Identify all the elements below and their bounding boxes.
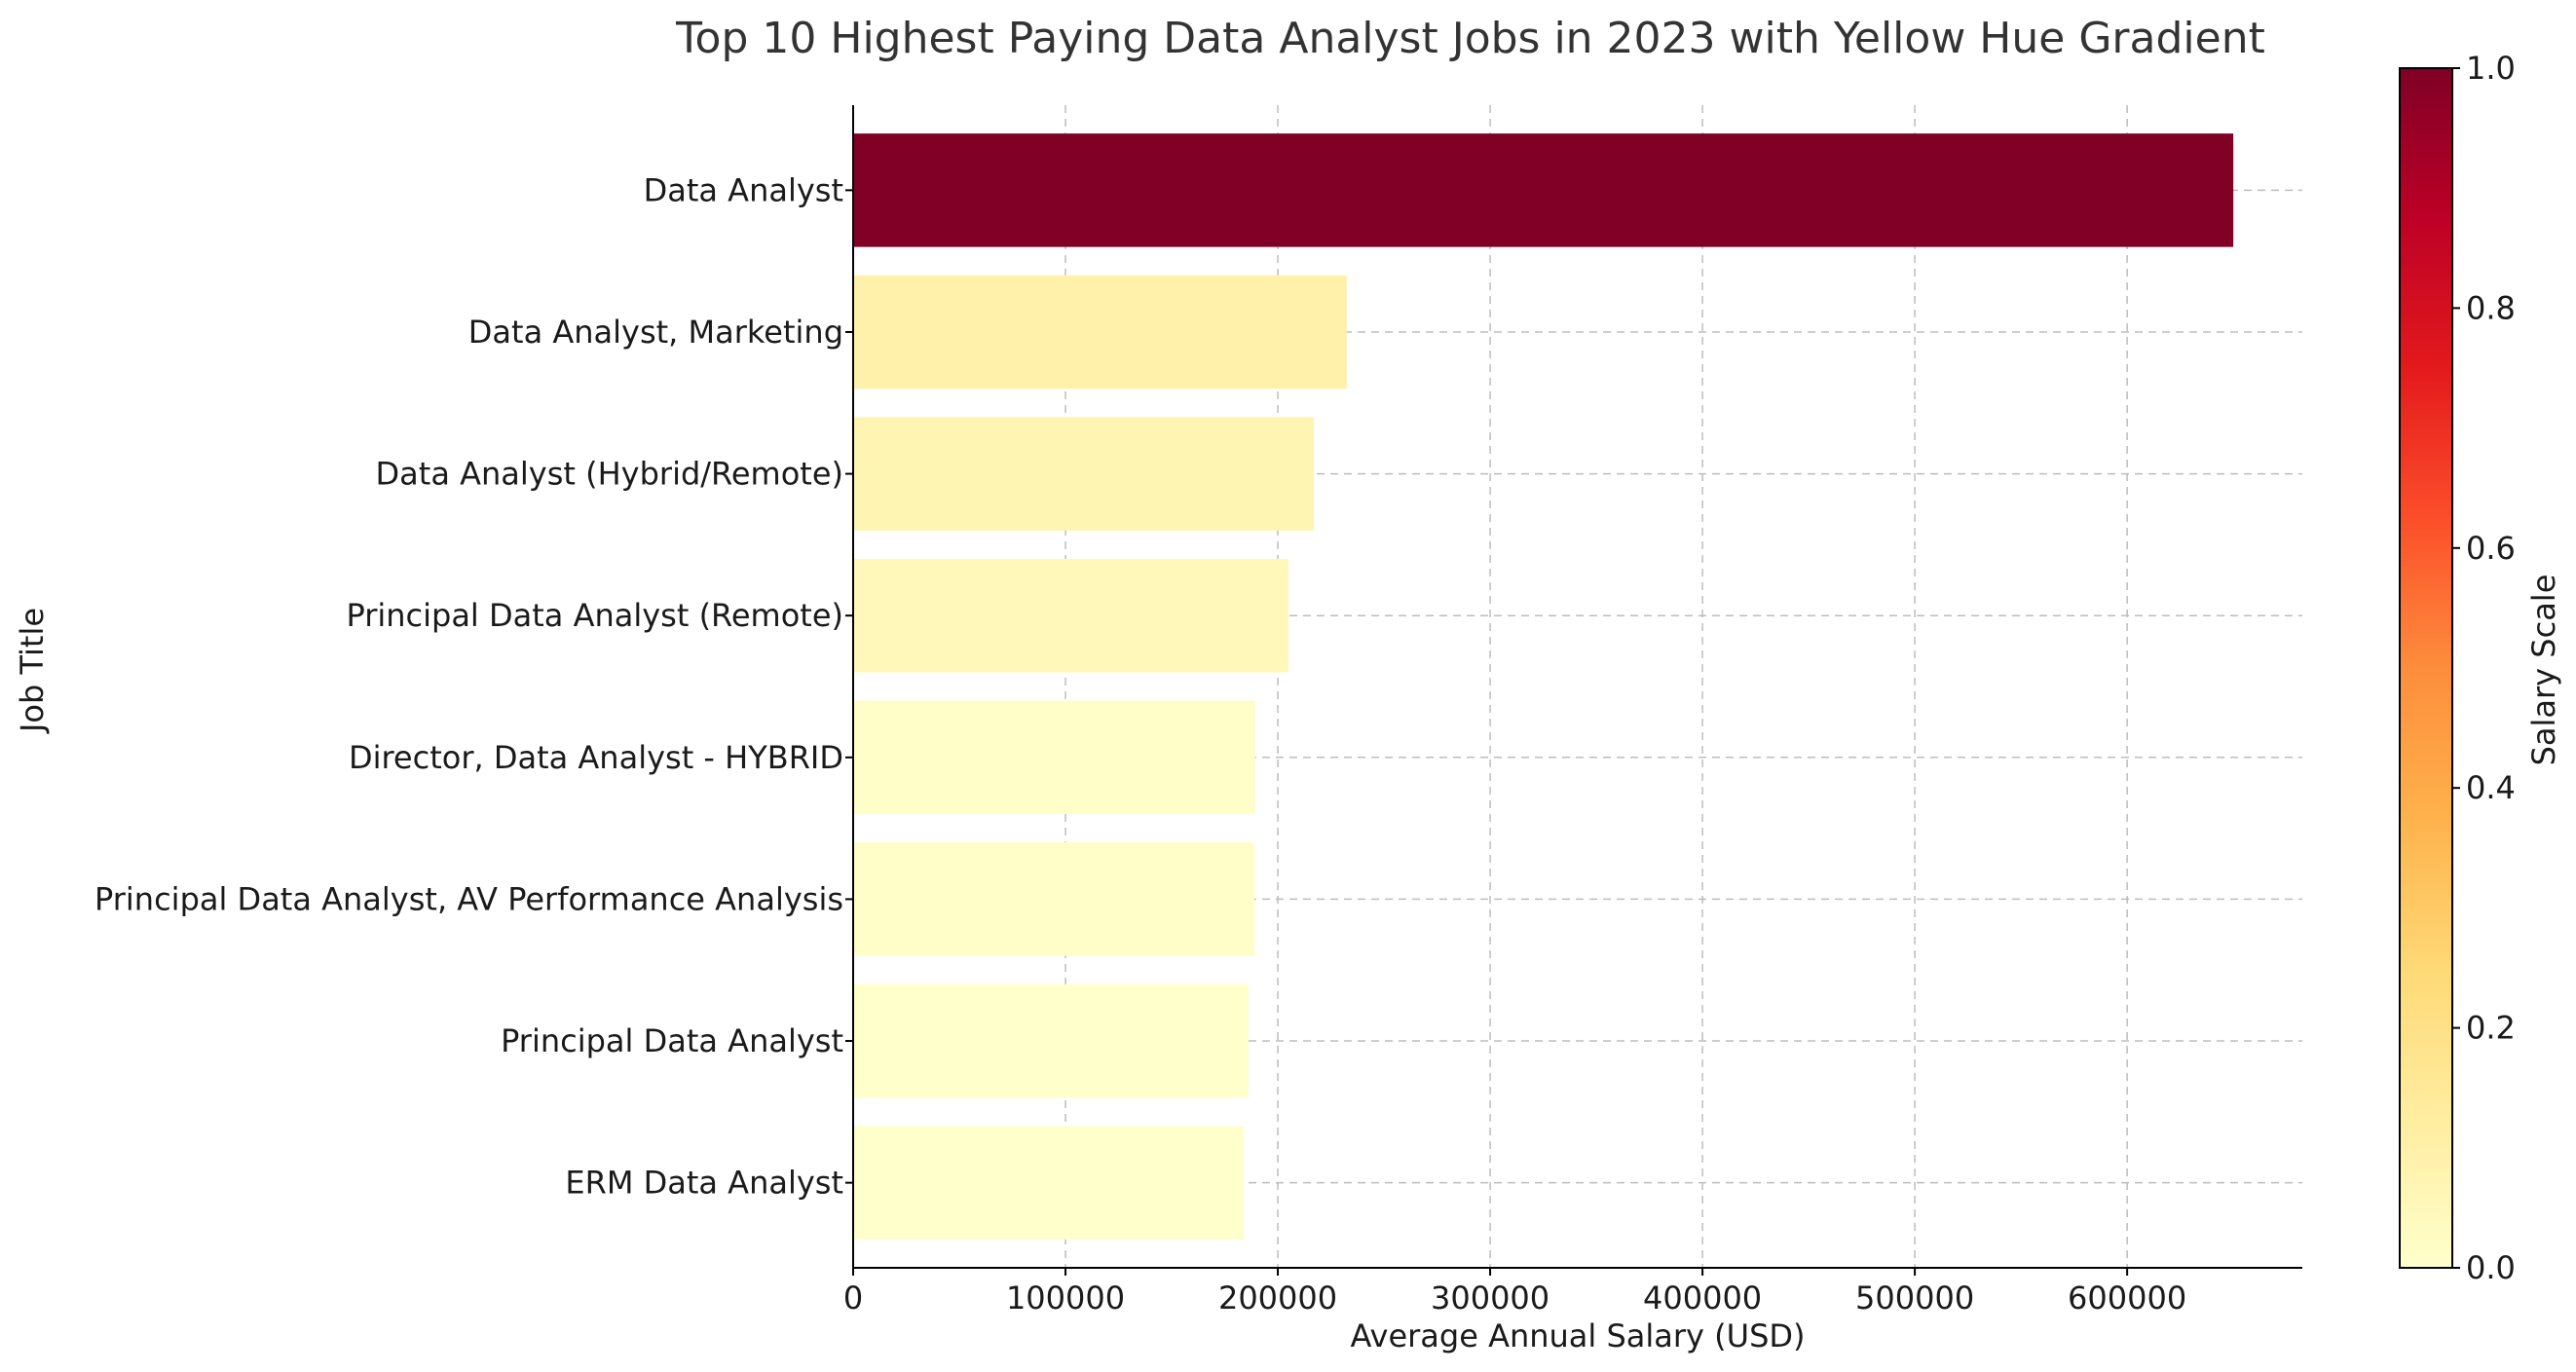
bar: [853, 275, 1347, 389]
bar: [853, 133, 2234, 247]
colorbar-tick-label: 0.6: [2466, 530, 2516, 567]
y-axis-label: Job Title: [14, 608, 51, 734]
x-axis-label: Average Annual Salary (USD): [1350, 1317, 1805, 1354]
y-tick-label: Director, Data Analyst - HYBRID: [349, 739, 843, 776]
y-tick-label: Data Analyst: [644, 171, 843, 208]
x-tick-label: 300000: [1431, 1279, 1549, 1316]
colorbar-gradient: [2399, 67, 2453, 1269]
bar: [853, 842, 1255, 956]
colorbar-tick-label: 0.4: [2466, 769, 2516, 806]
bar: [853, 417, 1315, 531]
x-tick-label: 0: [843, 1279, 863, 1316]
y-tick-label: Principal Data Analyst, AV Performance A…: [94, 880, 843, 917]
bar: [853, 983, 1249, 1098]
bar: [853, 700, 1255, 815]
x-tick-label: 200000: [1218, 1279, 1337, 1316]
x-tick-label: 100000: [1006, 1279, 1125, 1316]
y-tick-label: Data Analyst (Hybrid/Remote): [376, 456, 843, 493]
colorbar-tick-label: 0.0: [2466, 1249, 2516, 1286]
y-tick-label: Principal Data Analyst (Remote): [346, 597, 843, 634]
bars: [853, 133, 2234, 1240]
chart-title: Top 10 Highest Paying Data Analyst Jobs …: [675, 14, 2265, 63]
colorbar: 0.0 0.2 0.4 0.6 0.8 1.0: [2399, 50, 2516, 1286]
colorbar-tick-label: 0.8: [2466, 289, 2516, 326]
colorbar-tick-label: 1.0: [2466, 50, 2516, 87]
y-tick-label: Principal Data Analyst: [501, 1022, 843, 1059]
colorbar-tick-label: 0.2: [2466, 1010, 2516, 1047]
bar: [853, 1126, 1245, 1240]
y-tick-label: Data Analyst, Marketing: [468, 314, 843, 351]
colorbar-label: Salary Scale: [2525, 575, 2562, 766]
axes: Data Analyst Data Analyst, Marketing Data …: [94, 105, 2302, 1316]
y-tick-label: ERM Data Analyst: [565, 1165, 843, 1202]
x-tick-label: 500000: [1855, 1279, 1974, 1316]
bar: [853, 558, 1288, 673]
x-tick-label: 600000: [2068, 1279, 2186, 1316]
x-tick-label: 400000: [1643, 1279, 1762, 1316]
